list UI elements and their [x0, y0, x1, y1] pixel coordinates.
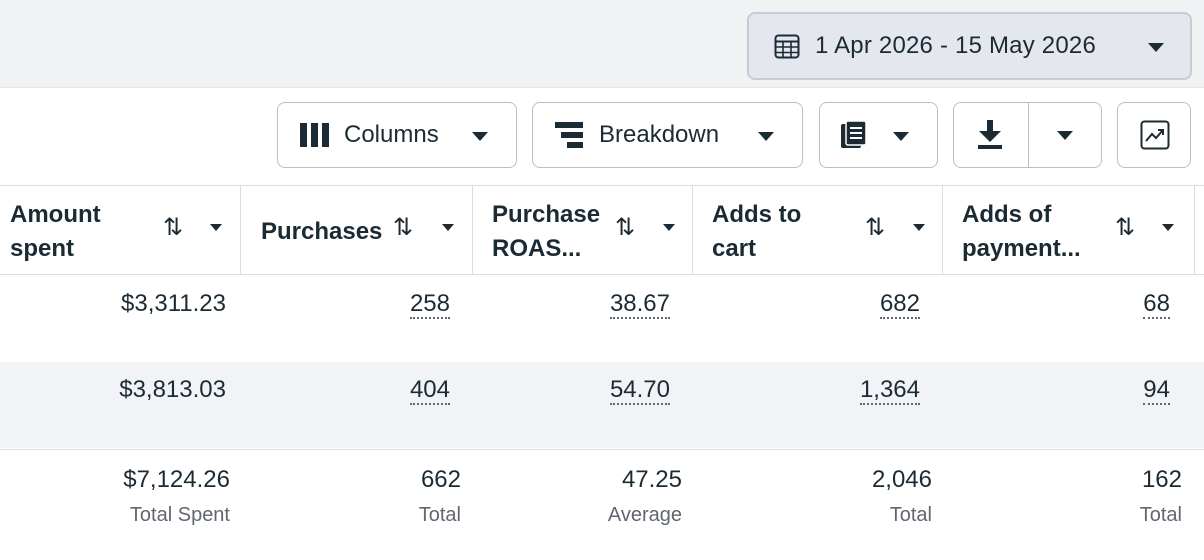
table-header-row: Amount spent ⇅ Purchases ⇅ Purchase ROAS… — [0, 185, 1204, 275]
total-value: 162 — [1141, 466, 1182, 493]
sort-icon[interactable]: ⇅ — [1115, 214, 1136, 241]
cell-value: 94 — [1143, 376, 1170, 405]
total-purchases: 662 Total — [241, 450, 461, 527]
columns-icon — [300, 123, 330, 147]
calendar-icon — [773, 32, 801, 60]
column-header-label: spent — [10, 235, 75, 262]
cell-value: $3,813.03 — [119, 376, 226, 403]
cell-adds-to-cart[interactable]: 682 — [693, 276, 920, 362]
cell-value: 1,364 — [859, 376, 920, 405]
chevron-down-icon[interactable] — [442, 224, 454, 231]
column-header-amount-spent[interactable]: Amount spent ⇅ — [0, 186, 241, 274]
column-header-adds-to-cart[interactable]: Adds to cart ⇅ — [693, 186, 943, 274]
breakdown-label: Breakdown — [599, 121, 720, 148]
cell-purchases[interactable]: 404 — [241, 362, 450, 448]
trend-chart-icon — [1140, 120, 1170, 150]
cell-adds-of-payment[interactable]: 68 — [943, 276, 1170, 362]
column-header-label: payment... — [962, 235, 1081, 262]
sort-icon[interactable]: ⇅ — [393, 214, 414, 241]
cell-amount-spent: $3,813.03 — [0, 362, 226, 448]
column-header-label: Amount — [10, 201, 101, 228]
chevron-down-icon — [1148, 43, 1164, 52]
column-header-adds-of-payment[interactable]: Adds of payment... ⇅ — [943, 186, 1195, 274]
sort-icon[interactable]: ⇅ — [865, 214, 886, 241]
total-amount-spent: $7,124.26 Total Spent — [0, 450, 230, 527]
total-label: Total Spent — [129, 504, 230, 526]
cell-adds-to-cart[interactable]: 1,364 — [693, 362, 920, 448]
total-adds-to-cart: 2,046 Total — [693, 450, 932, 527]
date-range-label: 1 Apr 2026 - 15 May 2026 — [815, 32, 1096, 59]
cell-value: 258 — [409, 290, 450, 319]
column-header-label: cart — [712, 235, 757, 262]
total-purchase-roas: 47.25 Average — [473, 450, 682, 527]
sort-icon[interactable]: ⇅ — [615, 214, 636, 241]
total-label: Average — [607, 504, 682, 526]
top-bar: 1 Apr 2026 - 15 May 2026 — [0, 0, 1204, 88]
export-options-button[interactable] — [1029, 103, 1101, 167]
cell-purchase-roas[interactable]: 38.67 — [473, 276, 670, 362]
chevron-down-icon — [758, 132, 774, 141]
total-value: 2,046 — [871, 466, 932, 493]
table-row: $3,813.03 404 54.70 1,364 94 — [0, 362, 1204, 448]
columns-label: Columns — [344, 121, 439, 148]
column-header-label: Purchase — [492, 201, 601, 228]
cell-value: 68 — [1143, 290, 1170, 319]
download-button[interactable] — [954, 103, 1028, 167]
column-header-label: Adds of — [962, 201, 1052, 228]
column-header-label: Adds to — [712, 201, 802, 228]
date-range-picker[interactable]: 1 Apr 2026 - 15 May 2026 — [747, 12, 1192, 80]
chevron-down-icon[interactable] — [663, 224, 675, 231]
cell-value: 38.67 — [609, 290, 670, 319]
breakdown-button[interactable]: Breakdown — [532, 102, 803, 168]
column-header-purchase-roas[interactable]: Purchase ROAS... ⇅ — [473, 186, 693, 274]
cell-value: 682 — [879, 290, 920, 319]
cell-value: $3,311.23 — [121, 290, 226, 317]
totals-row: $7,124.26 Total Spent 662 Total 47.25 Av… — [0, 449, 1204, 559]
export-split-button — [953, 102, 1102, 168]
total-label: Total — [1139, 504, 1182, 526]
total-label: Total — [889, 504, 932, 526]
total-value: $7,124.26 — [123, 466, 230, 493]
total-value: 47.25 — [621, 466, 682, 493]
column-header-label: Purchases — [261, 218, 383, 245]
chevron-down-icon — [472, 132, 488, 141]
cell-purchase-roas[interactable]: 54.70 — [473, 362, 670, 448]
chevron-down-icon[interactable] — [1162, 224, 1174, 231]
total-value: 662 — [420, 466, 461, 493]
breakdown-icon — [555, 122, 585, 148]
table-row: $3,311.23 258 38.67 682 68 — [0, 276, 1204, 362]
chevron-down-icon — [1057, 131, 1073, 140]
reports-button[interactable] — [819, 102, 938, 168]
cell-amount-spent: $3,311.23 — [0, 276, 226, 362]
cell-value: 404 — [409, 376, 450, 405]
reports-icon — [840, 120, 872, 150]
chart-button[interactable] — [1117, 102, 1191, 168]
cell-value: 54.70 — [609, 376, 670, 405]
chevron-down-icon[interactable] — [913, 224, 925, 231]
total-adds-of-payment: 162 Total — [943, 450, 1182, 527]
cell-adds-of-payment[interactable]: 94 — [943, 362, 1170, 448]
sort-icon[interactable]: ⇅ — [163, 214, 184, 241]
column-header-label: ROAS... — [492, 235, 582, 262]
chevron-down-icon — [893, 132, 909, 141]
total-label: Total — [418, 504, 461, 526]
download-icon — [976, 120, 1004, 150]
column-header-purchases[interactable]: Purchases ⇅ — [241, 186, 473, 274]
columns-button[interactable]: Columns — [277, 102, 517, 168]
cell-purchases[interactable]: 258 — [241, 276, 450, 362]
chevron-down-icon[interactable] — [210, 224, 222, 231]
split-divider — [1028, 103, 1029, 167]
